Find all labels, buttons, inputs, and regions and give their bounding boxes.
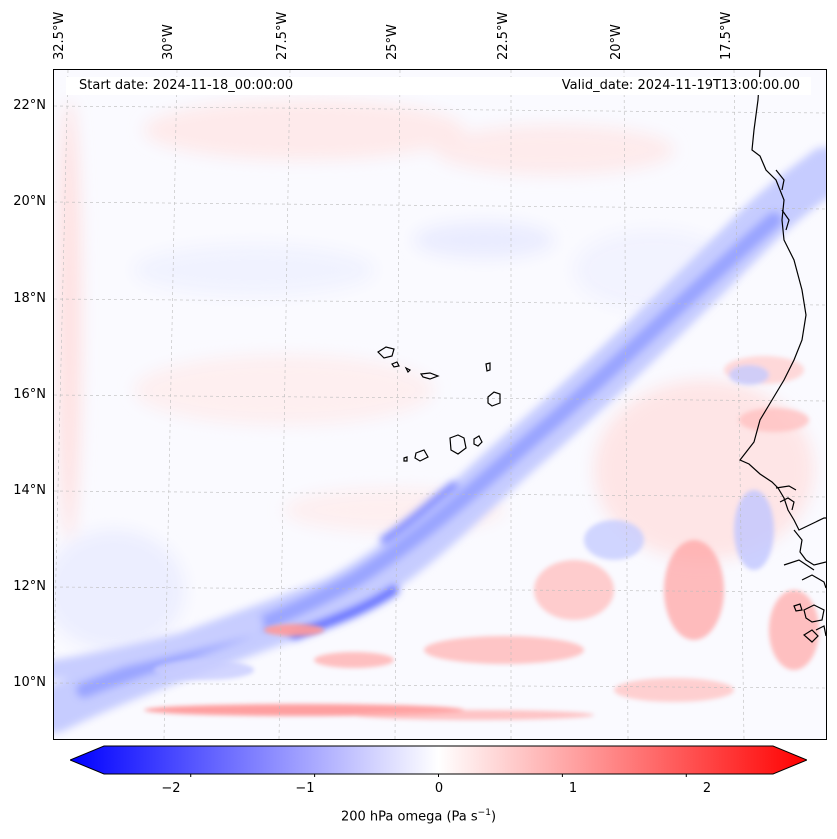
colorbar-tick-minus-1: −1 (295, 781, 315, 796)
lat-label-20n: 20°N (13, 194, 46, 209)
valid-date-label: Valid_date: 2024-11-19T13:00:00.00 (561, 78, 800, 93)
lon-label-22-5w: 22.5°W (496, 11, 511, 60)
colorbar-label-close: ) (490, 809, 497, 825)
lat-label-18n: 18°N (13, 291, 46, 306)
lat-label-12n: 12°N (13, 579, 46, 594)
graticule (54, 70, 826, 739)
lat-label-14n: 14°N (13, 483, 46, 498)
lon-label-17-5w: 17.5°W (719, 11, 734, 60)
colorbar-label: 200 hPa omega (Pa s−1) (0, 808, 837, 824)
convective-features (144, 356, 819, 720)
start-date-label: Start date: 2024-11-18_00:00:00 (79, 78, 294, 93)
lon-label-30w: 30°W (161, 24, 176, 60)
lon-label-27-5w: 27.5°W (275, 11, 290, 60)
lon-label-32-5w: 32.5°W (52, 11, 67, 60)
lat-label-10n: 10°N (13, 675, 46, 690)
lat-label-16n: 16°N (13, 387, 46, 402)
omega-field (54, 70, 826, 739)
lon-label-25w: 25°W (385, 24, 400, 60)
colorbar-label-main: 200 hPa omega (Pa s (340, 809, 478, 825)
lon-label-20w: 20°W (609, 24, 624, 60)
colorbar-gradient (70, 745, 807, 775)
lat-label-22n: 22°N (13, 98, 46, 113)
colorbar-tick-1: 1 (568, 781, 578, 796)
cabo-verde-islands (377, 346, 501, 462)
west-africa-coastline (739, 70, 826, 643)
map-title-bar (66, 77, 811, 95)
colorbar-tick-0: 0 (434, 781, 444, 796)
colorbar-tick-2: 2 (702, 781, 712, 796)
colorbar (70, 745, 807, 777)
colorbar-label-exponent: −1 (477, 808, 491, 818)
omega-map-panel (53, 69, 827, 740)
colorbar-tick-minus-2: −2 (161, 781, 181, 796)
